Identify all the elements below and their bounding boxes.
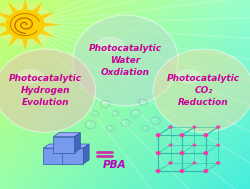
Polygon shape — [53, 137, 74, 153]
Circle shape — [0, 3, 53, 46]
Circle shape — [180, 134, 183, 136]
Circle shape — [156, 170, 159, 172]
Circle shape — [122, 121, 125, 123]
Ellipse shape — [174, 69, 201, 84]
Polygon shape — [44, 22, 60, 27]
Ellipse shape — [0, 49, 95, 132]
Polygon shape — [62, 144, 89, 148]
Circle shape — [132, 111, 135, 113]
Circle shape — [168, 144, 171, 146]
Polygon shape — [22, 39, 28, 51]
Text: PBA: PBA — [102, 160, 126, 170]
Circle shape — [192, 144, 195, 146]
Circle shape — [93, 112, 95, 113]
Circle shape — [6, 10, 44, 39]
Ellipse shape — [152, 49, 250, 132]
Circle shape — [108, 127, 110, 129]
Polygon shape — [32, 36, 42, 47]
Ellipse shape — [72, 15, 178, 106]
Text: Photocatalytic
CO₂
Reduction: Photocatalytic CO₂ Reduction — [166, 74, 239, 107]
Circle shape — [168, 162, 171, 164]
Circle shape — [203, 170, 207, 172]
Ellipse shape — [95, 37, 124, 53]
Polygon shape — [40, 30, 55, 38]
Ellipse shape — [16, 69, 44, 84]
Polygon shape — [22, 0, 28, 10]
Circle shape — [87, 122, 90, 125]
Polygon shape — [43, 148, 64, 164]
Circle shape — [140, 100, 142, 102]
Circle shape — [203, 152, 207, 154]
Polygon shape — [53, 133, 80, 137]
Polygon shape — [0, 30, 10, 38]
Polygon shape — [0, 12, 10, 19]
Polygon shape — [43, 144, 70, 148]
Circle shape — [203, 134, 207, 136]
Polygon shape — [62, 148, 83, 164]
Circle shape — [168, 126, 171, 128]
Circle shape — [216, 162, 219, 164]
Polygon shape — [32, 2, 42, 13]
Text: Photocatalytic
Water
Oxdiation: Photocatalytic Water Oxdiation — [88, 44, 162, 77]
Polygon shape — [0, 22, 6, 27]
Circle shape — [113, 112, 115, 113]
Circle shape — [156, 134, 159, 136]
Circle shape — [192, 126, 195, 128]
Circle shape — [156, 152, 159, 154]
Polygon shape — [40, 12, 55, 19]
Text: Photocatalytic
Hydrogen
Evolution: Photocatalytic Hydrogen Evolution — [8, 74, 82, 107]
Circle shape — [152, 119, 155, 121]
Circle shape — [216, 144, 218, 146]
Circle shape — [143, 127, 145, 129]
Circle shape — [180, 170, 183, 172]
Polygon shape — [74, 133, 80, 153]
Circle shape — [180, 152, 183, 154]
Polygon shape — [8, 2, 18, 13]
Circle shape — [192, 162, 195, 164]
Polygon shape — [83, 144, 89, 164]
Circle shape — [102, 102, 105, 104]
Circle shape — [216, 126, 219, 128]
Polygon shape — [64, 144, 70, 164]
Polygon shape — [8, 36, 18, 47]
